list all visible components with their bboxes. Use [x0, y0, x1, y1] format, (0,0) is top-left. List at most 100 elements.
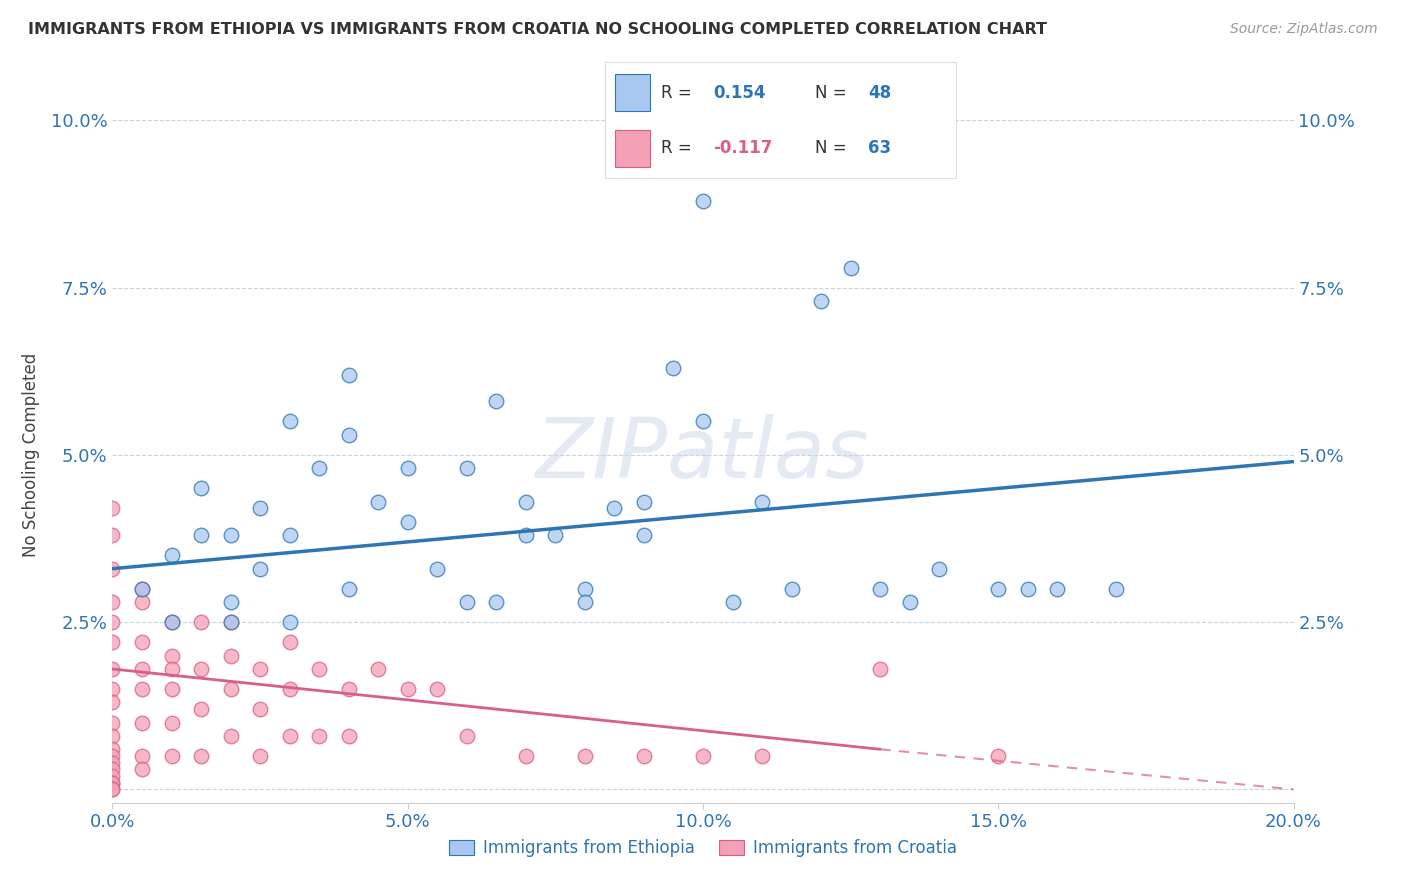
Point — [692, 414, 714, 429]
Point — [1105, 582, 1128, 596]
Point — [131, 662, 153, 676]
Text: R =: R = — [661, 139, 697, 157]
Point — [574, 582, 596, 596]
Point — [190, 482, 212, 496]
Point — [367, 662, 389, 676]
Point — [515, 749, 537, 764]
Point — [337, 681, 360, 696]
Point — [131, 582, 153, 596]
Point — [101, 729, 124, 743]
Point — [101, 769, 124, 783]
Point — [160, 749, 183, 764]
Point — [190, 702, 212, 716]
Point — [219, 648, 242, 663]
Point — [101, 681, 124, 696]
Text: -0.117: -0.117 — [713, 139, 773, 157]
Point — [219, 595, 242, 609]
Point — [633, 494, 655, 508]
Text: IMMIGRANTS FROM ETHIOPIA VS IMMIGRANTS FROM CROATIA NO SCHOOLING COMPLETED CORRE: IMMIGRANTS FROM ETHIOPIA VS IMMIGRANTS F… — [28, 22, 1047, 37]
Point — [131, 582, 153, 596]
Point — [131, 635, 153, 649]
Point — [101, 528, 124, 542]
Point — [308, 729, 330, 743]
Point — [337, 428, 360, 442]
Point — [515, 494, 537, 508]
Point — [219, 681, 242, 696]
Point — [160, 648, 183, 663]
Point — [396, 681, 419, 696]
Point — [337, 729, 360, 743]
Point — [780, 582, 803, 596]
Text: 0.154: 0.154 — [713, 84, 766, 102]
Point — [869, 582, 891, 596]
Point — [396, 515, 419, 529]
Point — [249, 702, 271, 716]
Point — [662, 360, 685, 375]
Point — [544, 528, 567, 542]
Point — [898, 595, 921, 609]
Bar — [616, 74, 650, 112]
Point — [278, 615, 301, 630]
Point — [485, 394, 508, 409]
Point — [101, 762, 124, 776]
Point — [308, 662, 330, 676]
Point — [396, 461, 419, 475]
Point — [810, 294, 832, 309]
Point — [101, 562, 124, 576]
Text: R =: R = — [661, 84, 697, 102]
Point — [101, 742, 124, 756]
Point — [101, 615, 124, 630]
Point — [160, 615, 183, 630]
Point — [692, 749, 714, 764]
Text: ZIPatlas: ZIPatlas — [536, 415, 870, 495]
Point — [456, 461, 478, 475]
Point — [928, 562, 950, 576]
Point — [367, 494, 389, 508]
Point — [603, 501, 626, 516]
Point — [131, 595, 153, 609]
Point — [101, 782, 124, 797]
Point — [751, 749, 773, 764]
Point — [249, 562, 271, 576]
Point — [101, 756, 124, 770]
Legend: Immigrants from Ethiopia, Immigrants from Croatia: Immigrants from Ethiopia, Immigrants fro… — [443, 833, 963, 864]
Point — [456, 595, 478, 609]
Point — [101, 775, 124, 790]
Point — [101, 782, 124, 797]
Point — [101, 696, 124, 710]
Point — [160, 615, 183, 630]
Point — [1046, 582, 1069, 596]
Point — [101, 595, 124, 609]
Point — [249, 749, 271, 764]
Point — [219, 729, 242, 743]
Text: 48: 48 — [868, 84, 891, 102]
Point — [101, 501, 124, 516]
Point — [485, 595, 508, 609]
Point — [160, 662, 183, 676]
Point — [278, 528, 301, 542]
Point — [249, 662, 271, 676]
Point — [219, 615, 242, 630]
Point — [278, 729, 301, 743]
Point — [426, 681, 449, 696]
Point — [574, 595, 596, 609]
Point — [633, 528, 655, 542]
Point — [839, 260, 862, 275]
Point — [101, 635, 124, 649]
Point — [751, 494, 773, 508]
Point — [869, 662, 891, 676]
Point — [101, 715, 124, 730]
Point — [101, 662, 124, 676]
Point — [633, 749, 655, 764]
Point — [131, 715, 153, 730]
Point — [101, 749, 124, 764]
Point — [101, 775, 124, 790]
Bar — [616, 129, 650, 167]
Point — [308, 461, 330, 475]
Point — [337, 368, 360, 382]
Point — [249, 501, 271, 516]
Point — [426, 562, 449, 576]
Point — [219, 528, 242, 542]
Point — [190, 662, 212, 676]
Point — [131, 762, 153, 776]
